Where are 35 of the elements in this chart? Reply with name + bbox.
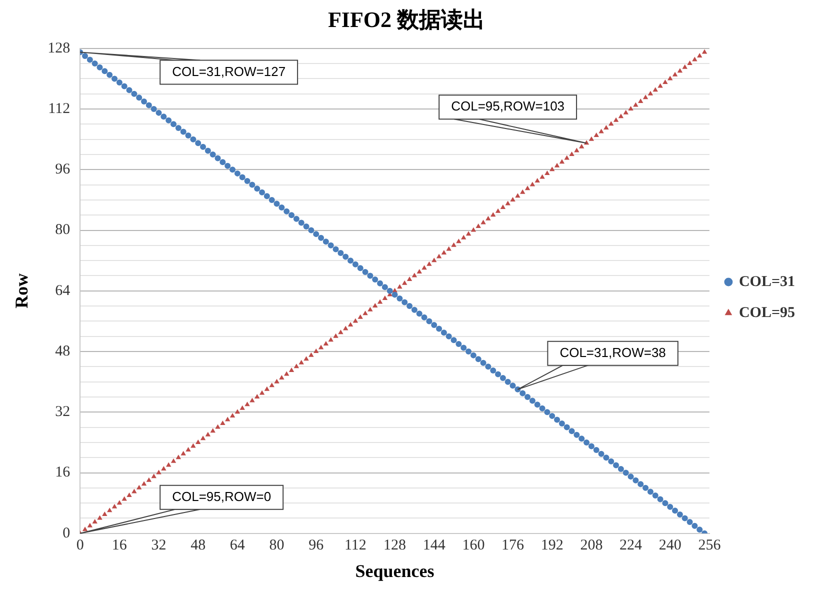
annotation: COL=95,ROW=0 [172, 488, 272, 504]
x-tick-label: 128 [384, 537, 406, 554]
y-tick-label: 32 [55, 404, 70, 420]
x-tick-label: 96 [308, 537, 324, 554]
y-tick-label: 128 [48, 40, 70, 56]
legend-label: COL=95 [738, 304, 796, 321]
y-tick-label: 64 [55, 282, 71, 299]
y-tick-label: 48 [55, 343, 70, 360]
x-tick-label: 176 [502, 537, 525, 554]
x-axis-title: Sequences [355, 560, 434, 581]
x-tick-label: 208 [580, 537, 603, 554]
x-tick-label: 48 [190, 537, 206, 554]
x-tick-label: 256 [698, 537, 722, 554]
x-tick-label: 80 [269, 537, 284, 554]
annotation: COL=95,ROW=103 [451, 98, 565, 114]
x-tick-label: 192 [540, 537, 564, 554]
y-tick-label: 96 [55, 162, 71, 178]
x-tick-label: 0 [76, 537, 84, 554]
x-tick-label: 16 [112, 537, 128, 554]
x-tick-label: 112 [344, 537, 366, 554]
chart-title: FIFO2 数据读出 [328, 6, 486, 32]
legend-label: COL=31 [738, 274, 796, 290]
x-tick-label: 144 [422, 537, 446, 554]
y-tick-label: 0 [62, 525, 70, 542]
x-tick-label: 160 [462, 537, 485, 554]
y-tick-label: 16 [55, 464, 71, 481]
y-tick-label: 112 [48, 100, 70, 117]
y-tick-label: 80 [55, 222, 70, 238]
annotation: COL=31,ROW=127 [172, 64, 286, 79]
x-tick-label: 240 [658, 537, 682, 554]
x-tick-label: 64 [230, 537, 246, 554]
x-tick-label: 32 [151, 537, 166, 554]
x-tick-label: 224 [620, 537, 643, 554]
y-axis-title: Row [11, 273, 32, 308]
annotation: COL=31,ROW=38 [560, 344, 666, 360]
